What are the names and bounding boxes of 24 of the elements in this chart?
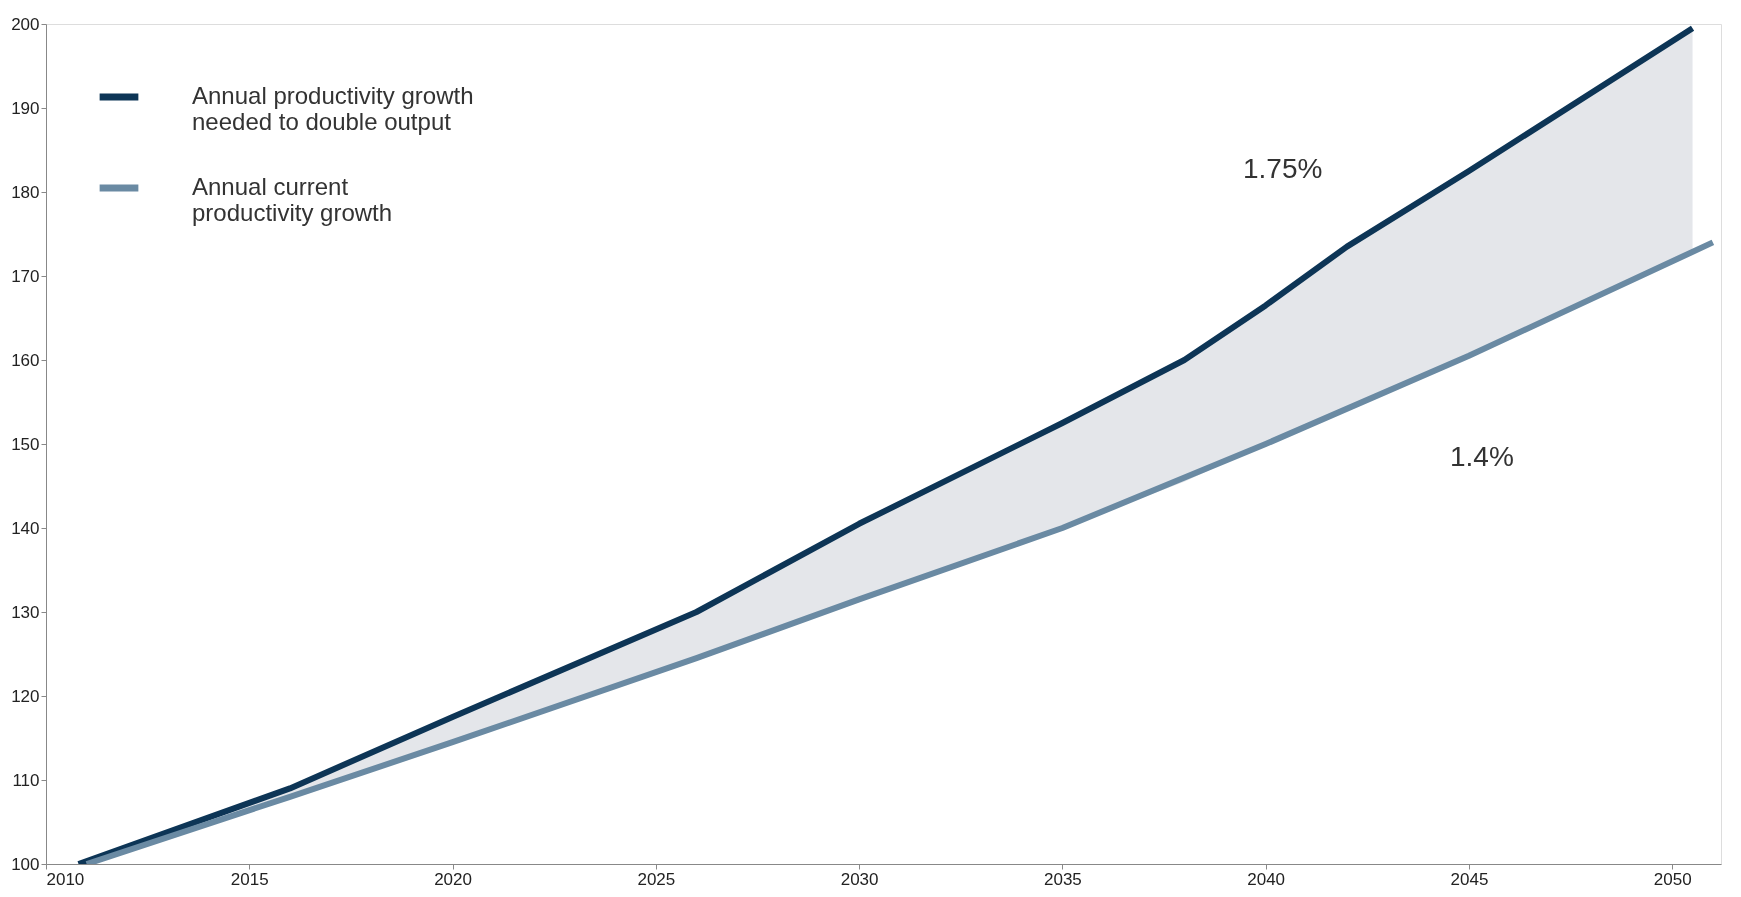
annotation: 1.75% [1243, 153, 1323, 185]
x-tick-label: 2045 [1450, 869, 1489, 889]
y-tick-label: 150 [11, 434, 40, 454]
x-tick-label: 2030 [840, 869, 879, 889]
legend-label: Annual productivity growth needed to double output [192, 82, 474, 135]
x-tick-label: 2050 [1653, 869, 1692, 889]
x-tick-label: 2025 [637, 869, 676, 889]
annotation: 1.4% [1449, 441, 1514, 473]
x-tick-label: 2040 [1247, 869, 1286, 889]
legend-label: Annual current productivity growth [192, 173, 393, 226]
x-tick-label: 2035 [1043, 869, 1082, 889]
x-tick-label: 2015 [230, 869, 269, 889]
y-tick-label: 110 [12, 770, 40, 790]
y-tick-label: 200 [11, 14, 40, 34]
x-tick-label: 2020 [434, 869, 472, 889]
y-tick-label: 170 [11, 266, 40, 286]
y-tick-label: 140 [11, 518, 40, 538]
x-tick-label: 2010 [46, 869, 85, 889]
y-tick-label: 180 [11, 182, 40, 202]
y-tick-label: 190 [11, 98, 40, 118]
y-tick-label: 100 [11, 854, 40, 874]
y-tick-label: 120 [11, 686, 40, 706]
y-tick-label: 130 [11, 602, 40, 622]
y-tick-label: 160 [11, 350, 40, 370]
